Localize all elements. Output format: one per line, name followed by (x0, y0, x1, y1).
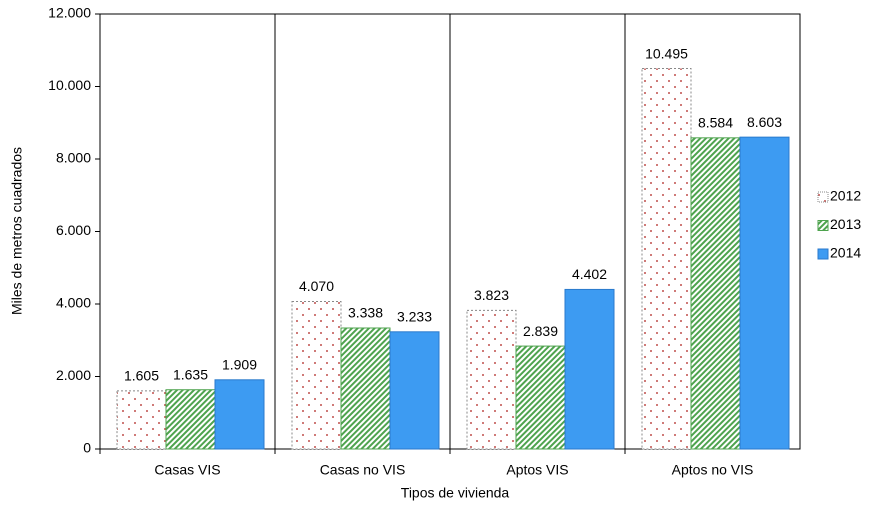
value-label: 3.338 (348, 305, 383, 321)
bar (165, 389, 216, 450)
value-label: 4.070 (299, 278, 334, 294)
x-tick-label: Aptos no VIS (672, 462, 754, 478)
y-tick-label: 6.000 (56, 222, 91, 238)
value-label: 10.495 (645, 45, 688, 61)
value-label: 8.584 (698, 115, 733, 131)
value-label: 3.233 (397, 309, 432, 325)
bar (564, 288, 615, 450)
legend-swatch (817, 191, 829, 203)
bar (466, 309, 517, 450)
bar (340, 327, 391, 450)
bar (389, 331, 440, 450)
bar (116, 390, 167, 450)
y-tick-label: 10.000 (48, 77, 91, 93)
bar (739, 136, 790, 450)
bar (291, 300, 342, 450)
y-axis-title: Miles de metros cuadrados (9, 147, 25, 315)
bar (641, 68, 692, 450)
value-label: 4.402 (572, 266, 607, 282)
bar (214, 379, 265, 450)
x-axis-title: Tipos de vivienda (401, 485, 510, 501)
legend-label: 2012 (830, 188, 861, 204)
value-label: 1.605 (124, 368, 159, 384)
y-tick-label: 12.000 (48, 5, 91, 21)
y-tick-label: 4.000 (56, 295, 91, 311)
value-label: 8.603 (747, 114, 782, 130)
legend-swatch (817, 220, 829, 231)
y-tick-label: 2.000 (56, 367, 91, 383)
y-tick-label: 8.000 (56, 150, 91, 166)
legend-label: 2013 (830, 216, 861, 232)
x-tick-label: Casas no VIS (320, 462, 406, 478)
legend-swatch (817, 248, 829, 260)
x-tick-label: Aptos VIS (506, 462, 568, 478)
legend-label: 2014 (830, 245, 861, 261)
value-label: 3.823 (474, 287, 509, 303)
bar (515, 345, 566, 450)
bar (690, 137, 741, 450)
x-tick-label: Casas VIS (154, 462, 220, 478)
y-tick-label: 0 (83, 440, 91, 456)
value-label: 1.909 (222, 357, 257, 373)
value-label: 1.635 (173, 366, 208, 382)
value-label: 2.839 (523, 323, 558, 339)
